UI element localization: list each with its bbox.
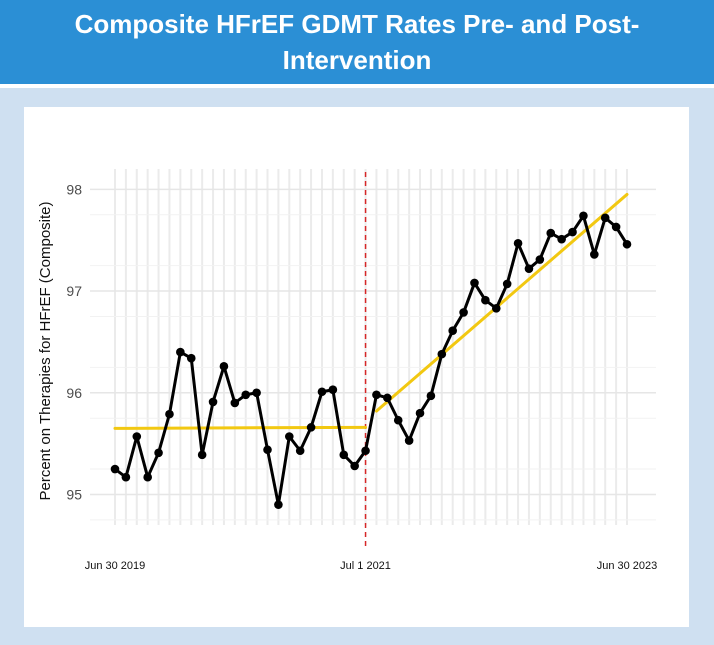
data-point bbox=[524, 264, 534, 273]
y-axis-label: Percent on Therapies for HFrEF (Composit… bbox=[37, 201, 54, 500]
data-point bbox=[252, 388, 261, 398]
data-point bbox=[448, 326, 458, 336]
chart-panel: 95 96 97 98 Jun 30 2019 Jul 1 2021 Jun 30 202… bbox=[24, 107, 689, 627]
data-point bbox=[350, 461, 359, 471]
data-point bbox=[132, 432, 142, 441]
data-point bbox=[535, 255, 545, 264]
data-point bbox=[459, 308, 468, 317]
data-point bbox=[470, 278, 479, 288]
data-point bbox=[208, 397, 218, 407]
y-tick-labels: 95 96 97 98 bbox=[66, 181, 82, 502]
data-point bbox=[546, 228, 556, 238]
y-tick-label: 98 bbox=[66, 181, 82, 197]
title-divider bbox=[0, 84, 714, 88]
y-tick-label: 96 bbox=[66, 385, 82, 401]
y-tick-label: 97 bbox=[66, 283, 82, 299]
data-point bbox=[579, 211, 588, 221]
data-point bbox=[361, 446, 370, 456]
data-series bbox=[110, 211, 632, 509]
data-point bbox=[306, 423, 316, 432]
data-point bbox=[121, 472, 131, 482]
data-point bbox=[219, 362, 229, 371]
data-point bbox=[284, 432, 294, 441]
series-line bbox=[114, 214, 629, 507]
data-point bbox=[197, 450, 207, 460]
title-banner: Composite HFrEF GDMT Rates Pre- and Post… bbox=[0, 0, 714, 84]
data-point bbox=[328, 385, 338, 395]
data-point bbox=[263, 445, 272, 455]
data-point bbox=[611, 222, 621, 232]
data-point bbox=[622, 239, 632, 249]
data-point bbox=[317, 387, 327, 397]
trend-lines bbox=[113, 172, 629, 547]
chart-title: Composite HFrEF GDMT Rates Pre- and Post… bbox=[74, 9, 640, 75]
data-point bbox=[415, 408, 425, 418]
data-point bbox=[502, 279, 512, 289]
data-point bbox=[491, 304, 501, 313]
data-point bbox=[383, 393, 392, 403]
data-point bbox=[557, 234, 566, 244]
data-point bbox=[437, 349, 447, 359]
data-point bbox=[339, 450, 349, 460]
data-point bbox=[372, 390, 381, 400]
data-point bbox=[154, 448, 163, 458]
data-point bbox=[481, 295, 490, 305]
data-point bbox=[393, 415, 403, 425]
data-point bbox=[568, 227, 577, 237]
trend-line bbox=[113, 425, 368, 430]
x-tick-label: Jun 30 2019 bbox=[85, 560, 146, 572]
x-tick-label: Jun 30 2023 bbox=[597, 560, 658, 572]
trend-line bbox=[374, 192, 629, 413]
data-point bbox=[590, 250, 599, 259]
data-point bbox=[600, 213, 610, 223]
data-point bbox=[274, 500, 283, 509]
line-chart: 95 96 97 98 Jun 30 2019 Jul 1 2021 Jun 30 202… bbox=[37, 169, 658, 572]
data-point bbox=[186, 353, 196, 363]
x-tick-label: Jul 1 2021 bbox=[340, 560, 391, 572]
x-tick-labels: Jun 30 2019 Jul 1 2021 Jun 30 2023 bbox=[85, 560, 658, 572]
data-point bbox=[404, 436, 414, 445]
data-point bbox=[230, 398, 240, 408]
data-point bbox=[513, 238, 523, 248]
data-point bbox=[165, 409, 174, 419]
y-tick-label: 95 bbox=[66, 486, 82, 502]
data-point bbox=[176, 347, 185, 357]
data-point bbox=[241, 390, 251, 400]
data-point bbox=[143, 472, 152, 482]
minor-gridlines bbox=[90, 169, 656, 525]
data-point bbox=[110, 464, 120, 474]
data-point bbox=[295, 446, 305, 456]
data-point bbox=[426, 391, 436, 401]
